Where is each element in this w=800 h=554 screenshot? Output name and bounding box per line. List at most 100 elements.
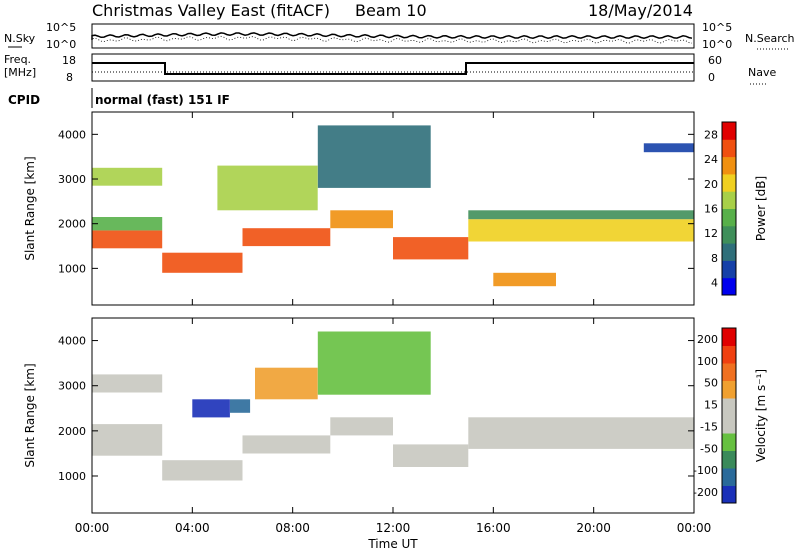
data-band (230, 399, 251, 413)
cpid-label: CPID (8, 93, 40, 107)
freq-label: Freq. (4, 53, 31, 66)
nsearch-trace (91, 35, 693, 44)
colorbar-tick-label: 20 (704, 178, 718, 191)
colorbar-tick-label: 4 (711, 277, 718, 290)
nave-label: Nave (748, 66, 776, 79)
freq-unit-label: [MHz] (4, 66, 36, 79)
x-tick-label: 00:00 (677, 521, 712, 535)
data-band (92, 230, 163, 249)
y-axis-label: Slant Range [km] (23, 156, 37, 260)
nsky-label: N.Sky (4, 32, 36, 45)
y-axis-label: Slant Range [km] (23, 363, 37, 467)
date-label: 18/May/2014 (588, 1, 693, 20)
colorbar-segment (722, 208, 736, 227)
data-band (468, 417, 695, 449)
colorbar-tick-label: 16 (704, 203, 718, 216)
nsky-trace (91, 32, 693, 40)
x-tick-label: 08:00 (275, 521, 310, 535)
colorbar-tick-label: -100 (693, 464, 718, 477)
colorbar-segment (722, 450, 736, 469)
station-title: Christmas Valley East (fitACF) (92, 1, 330, 20)
colorbar-tick-label: 12 (704, 227, 718, 240)
data-band (393, 444, 469, 467)
x-axis-label: Time UT (367, 537, 418, 551)
nsearch-tick-top: 10^5 (702, 21, 732, 34)
colorbar-tick-label: 24 (704, 153, 718, 166)
colorbar-segment (722, 173, 736, 192)
colorbar-tick-label: 28 (704, 128, 718, 141)
cpid-value: normal (fast) 151 IF (95, 93, 230, 107)
colorbar-segment (722, 468, 736, 486)
colorbar-segment (722, 345, 736, 364)
data-band (317, 331, 431, 395)
freq-panel-frame (91, 53, 695, 82)
colorbar-segment (722, 225, 736, 244)
y-tick-label: 4000 (58, 335, 86, 348)
x-tick-label: 12:00 (376, 521, 411, 535)
x-tick-label: 16:00 (476, 521, 511, 535)
y-tick-label: 1000 (58, 470, 86, 483)
colorbar-segment (722, 156, 736, 175)
data-band (643, 143, 694, 153)
nsearch-label: N.Search (745, 32, 795, 45)
data-band (92, 424, 163, 456)
data-band (92, 374, 163, 393)
freq-trace (92, 62, 694, 75)
data-band (468, 219, 695, 242)
data-band (493, 272, 556, 287)
colorbar-segment (722, 328, 736, 346)
y-tick-label: 4000 (58, 128, 86, 141)
colorbar-segment (722, 485, 736, 504)
data-band (468, 210, 695, 220)
colorbar-tick-label: 8 (711, 252, 718, 265)
colorbar-tick-label: 100 (697, 355, 718, 368)
x-tick-label: 00:00 (75, 521, 110, 535)
freq-tick-bottom: 8 (66, 71, 73, 84)
colorbar-label: Power [dB] (754, 176, 768, 241)
data-band (317, 125, 431, 188)
colorbar-segment (722, 398, 736, 416)
x-tick-label: 04:00 (175, 521, 210, 535)
nsky-tick-bottom: 10^0 (46, 38, 76, 51)
colorbar-tick-label: 200 (697, 333, 718, 346)
y-tick-label: 3000 (58, 173, 86, 186)
colorbar-segment (722, 380, 736, 399)
x-tick-label: 20:00 (576, 521, 611, 535)
nave-tick-top: 60 (708, 54, 722, 67)
data-band (330, 417, 393, 436)
data-band (192, 399, 230, 418)
colorbar-label: Velocity [m s⁻¹] (754, 369, 768, 462)
data-band (217, 165, 318, 211)
beam-label: Beam 10 (355, 1, 427, 20)
colorbar-segment (722, 415, 736, 434)
colorbar-tick-label: -15 (700, 420, 718, 433)
data-band (242, 228, 331, 247)
colorbar-tick-label: 15 (704, 399, 718, 412)
freq-tick-top: 18 (62, 54, 76, 67)
nave-tick-bottom: 0 (708, 71, 715, 84)
y-tick-label: 3000 (58, 380, 86, 393)
data-band (92, 167, 163, 186)
colorbar-tick-label: -200 (693, 486, 718, 499)
data-band (92, 217, 163, 231)
colorbar-tick-label: -50 (700, 442, 718, 455)
nsky-tick-top: 10^5 (46, 21, 76, 34)
colorbar-segment (722, 277, 736, 296)
data-band (242, 435, 331, 454)
colorbar-segment (722, 139, 736, 158)
colorbar-segment (722, 433, 736, 451)
colorbar-segment (722, 191, 736, 209)
data-band (393, 237, 469, 260)
colorbar-segment (722, 122, 736, 140)
data-band (330, 210, 393, 229)
data-band (162, 460, 243, 481)
colorbar-segment (722, 260, 736, 279)
colorbar-frame (721, 121, 737, 296)
y-tick-label: 2000 (58, 425, 86, 438)
nsearch-tick-bottom: 10^0 (702, 38, 732, 51)
y-tick-label: 1000 (58, 262, 86, 275)
colorbar-segment (722, 363, 736, 381)
colorbar-frame (721, 327, 737, 504)
colorbar-tick-label: 50 (704, 377, 718, 390)
